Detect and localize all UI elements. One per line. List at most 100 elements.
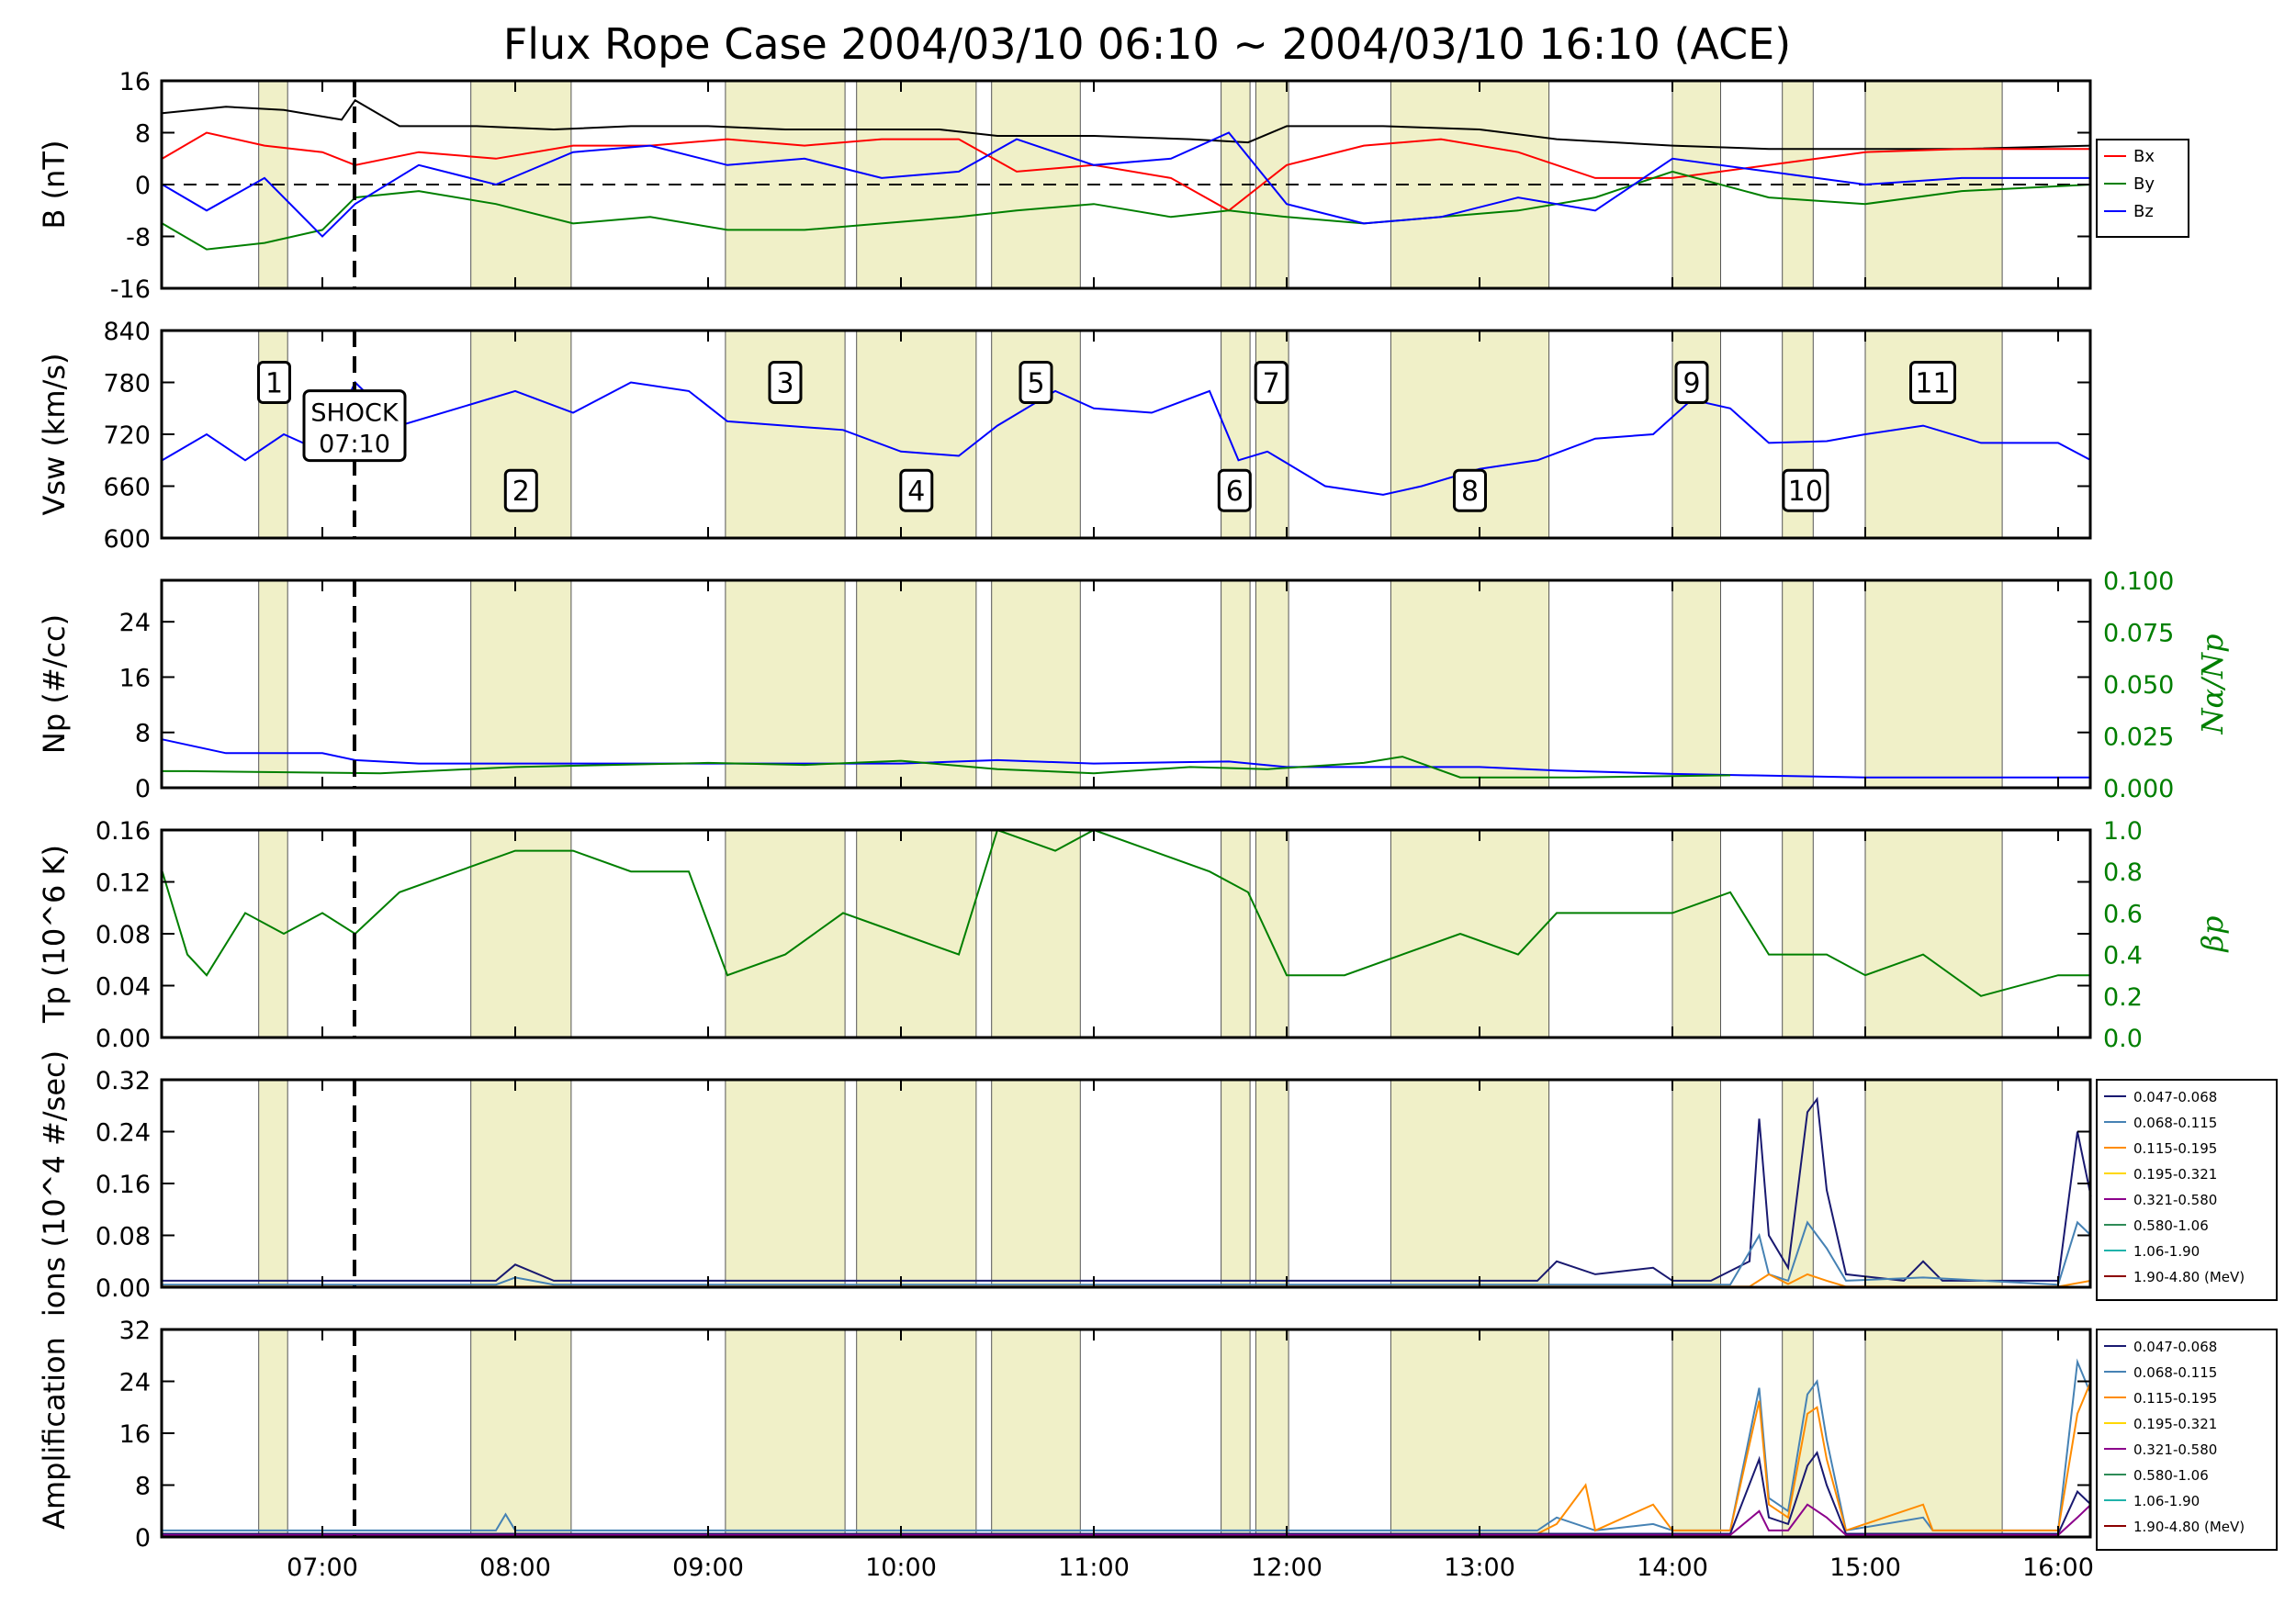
y-axis-label: Amplification bbox=[37, 1337, 72, 1530]
y-tick-label: 0.32 bbox=[96, 1067, 151, 1095]
flux-rope-interval-10 bbox=[1782, 829, 1814, 1038]
flux-rope-interval-4 bbox=[856, 1329, 977, 1538]
series-line-b-0 bbox=[162, 98, 2091, 151]
flux-rope-interval-2 bbox=[470, 579, 572, 789]
event-label-7: 7 bbox=[1263, 368, 1280, 400]
y-right-tick-label: 0.100 bbox=[2103, 567, 2174, 596]
y-right-tick-label: 0.050 bbox=[2103, 671, 2174, 700]
y-tick-label: 780 bbox=[103, 370, 151, 398]
event-label-box bbox=[1254, 361, 1289, 404]
flux-rope-interval-3 bbox=[725, 579, 846, 789]
chart-title: Flux Rope Case 2004/03/10 06:10 ~ 2004/0… bbox=[503, 19, 1791, 69]
y-tick-label: 660 bbox=[103, 474, 151, 502]
event-label-10: 10 bbox=[1788, 476, 1823, 508]
event-label-box bbox=[1782, 468, 1829, 512]
y-right-axis-label: Nα/Np bbox=[2195, 634, 2230, 735]
shock-time-label: 07:10 bbox=[319, 431, 390, 459]
y-tick-label: 8 bbox=[135, 720, 151, 748]
legend-entry: 0.068-0.115 bbox=[2133, 1364, 2217, 1381]
y-tick-label: 0.08 bbox=[96, 921, 151, 949]
panel-b: -16 -8 0 8 16 B (nT) Bx By Bz bbox=[37, 68, 2189, 304]
legend-box bbox=[2096, 1079, 2278, 1301]
series-line-ions-1 bbox=[162, 1220, 2092, 1286]
series-line-t-0 bbox=[161, 828, 2091, 997]
flux-rope-interval-8 bbox=[1390, 579, 1550, 789]
x-tick-label: 16:00 bbox=[2022, 1554, 2094, 1582]
legend-entry: 1.90-4.80 (MeV) bbox=[2133, 1269, 2245, 1285]
flux-rope-interval-7 bbox=[1255, 579, 1289, 789]
y-tick-label: 0.16 bbox=[96, 1171, 151, 1199]
event-label-11: 11 bbox=[1915, 368, 1950, 400]
legend-entry: 0.321-0.580 bbox=[2133, 1192, 2217, 1208]
y-tick-label: 600 bbox=[103, 525, 151, 554]
shock-label-box bbox=[302, 389, 407, 463]
x-tick-label: 09:00 bbox=[672, 1554, 744, 1582]
y-tick-label: 24 bbox=[119, 1369, 151, 1397]
flux-rope-interval-8 bbox=[1390, 1079, 1550, 1288]
y-tick-label: 16 bbox=[119, 664, 151, 692]
flux-rope-interval-1 bbox=[258, 579, 288, 789]
x-tick-label: 08:00 bbox=[479, 1554, 551, 1582]
y-right-axis-label: βp bbox=[2195, 916, 2230, 953]
series-line-amp-2 bbox=[162, 1451, 2092, 1535]
y-right-tick-label: 0.6 bbox=[2103, 900, 2143, 928]
y-tick-label: 0.04 bbox=[96, 973, 151, 1002]
legend-entry: 0.047-0.068 bbox=[2133, 1339, 2217, 1355]
flux-rope-interval-2 bbox=[470, 1329, 572, 1538]
event-label-box bbox=[768, 361, 803, 404]
series-line-n-1 bbox=[162, 756, 1731, 779]
event-label-2: 2 bbox=[512, 476, 530, 508]
flux-rope-interval-8 bbox=[1390, 1329, 1550, 1538]
event-label-box bbox=[1452, 468, 1487, 512]
legend-entry: 0.115-0.195 bbox=[2133, 1390, 2217, 1407]
legend-entry: 1.06-1.90 bbox=[2133, 1243, 2200, 1260]
event-label-8: 8 bbox=[1461, 476, 1479, 508]
y-tick-label: 0 bbox=[135, 775, 151, 803]
x-tick-label: 07:00 bbox=[287, 1554, 358, 1582]
panel-amp: 0 8 16 24 32 Amplification 07:00 08:00 09:00 10:0… bbox=[37, 1317, 2278, 1582]
legend-b: Bx By Bz bbox=[2096, 139, 2189, 238]
event-label-4: 4 bbox=[907, 476, 925, 508]
y-tick-label: 0 bbox=[135, 1524, 151, 1553]
panel-n: 0 8 16 24 0.000 0.025 0.050 0.075 0.100 Nα/Np Np (… bbox=[37, 567, 2230, 803]
legend-entry: 0.580-1.06 bbox=[2133, 1217, 2209, 1234]
flux-rope-interval-6 bbox=[1221, 579, 1251, 789]
y-axis-label: B (nT) bbox=[37, 140, 72, 230]
series-line-ions-0 bbox=[162, 1096, 2092, 1282]
y-right-tick-label: 0.8 bbox=[2103, 858, 2143, 887]
flux-rope-interval-7 bbox=[1255, 1329, 1289, 1538]
y-tick-label: -8 bbox=[126, 224, 151, 252]
legend-entry: 0.047-0.068 bbox=[2133, 1089, 2217, 1105]
x-tick-label: 11:00 bbox=[1058, 1554, 1130, 1582]
event-label-box bbox=[1908, 361, 1956, 404]
flux-rope-interval-11 bbox=[1864, 330, 2003, 539]
event-label-box bbox=[1217, 468, 1252, 512]
flux-rope-interval-6 bbox=[1221, 829, 1251, 1038]
flux-rope-interval-11 bbox=[1864, 1079, 2003, 1288]
legend-entry: 0.195-0.321 bbox=[2133, 1416, 2217, 1432]
event-label-1: 1 bbox=[265, 368, 283, 400]
flux-rope-interval-11 bbox=[1864, 829, 2003, 1038]
flux-rope-interval-9 bbox=[1671, 1079, 1721, 1288]
y-right-tick-label: 0.075 bbox=[2103, 620, 2174, 648]
flux-rope-interval-7 bbox=[1255, 1079, 1289, 1288]
event-label-box bbox=[503, 468, 538, 512]
flux-rope-interval-4 bbox=[856, 579, 977, 789]
event-label-box bbox=[899, 468, 934, 512]
flux-rope-interval-5 bbox=[991, 1329, 1081, 1538]
legend-ions: 0.047-0.068 0.068-0.115 0.115-0.195 0.195-0… bbox=[2096, 1079, 2278, 1301]
legend-amp: 0.047-0.068 0.068-0.115 0.115-0.195 0.195-0… bbox=[2096, 1329, 2278, 1551]
flux-rope-interval-2 bbox=[470, 1079, 572, 1288]
flux-rope-interval-6 bbox=[1221, 1329, 1251, 1538]
y-tick-label: 0 bbox=[135, 172, 151, 200]
y-axis-label: ions (10^4 #/sec) bbox=[37, 1050, 72, 1317]
event-label-5: 5 bbox=[1027, 368, 1044, 400]
y-right-tick-label: 1.0 bbox=[2103, 817, 2143, 846]
legend-entry: 1.06-1.90 bbox=[2133, 1493, 2200, 1509]
legend-entry: 0.580-1.06 bbox=[2133, 1467, 2209, 1484]
y-axis-label: Tp (10^6 K) bbox=[37, 845, 72, 1024]
x-tick-label: 13:00 bbox=[1444, 1554, 1515, 1582]
y-tick-label: 24 bbox=[119, 609, 151, 637]
flux-rope-interval-5 bbox=[991, 1079, 1081, 1288]
